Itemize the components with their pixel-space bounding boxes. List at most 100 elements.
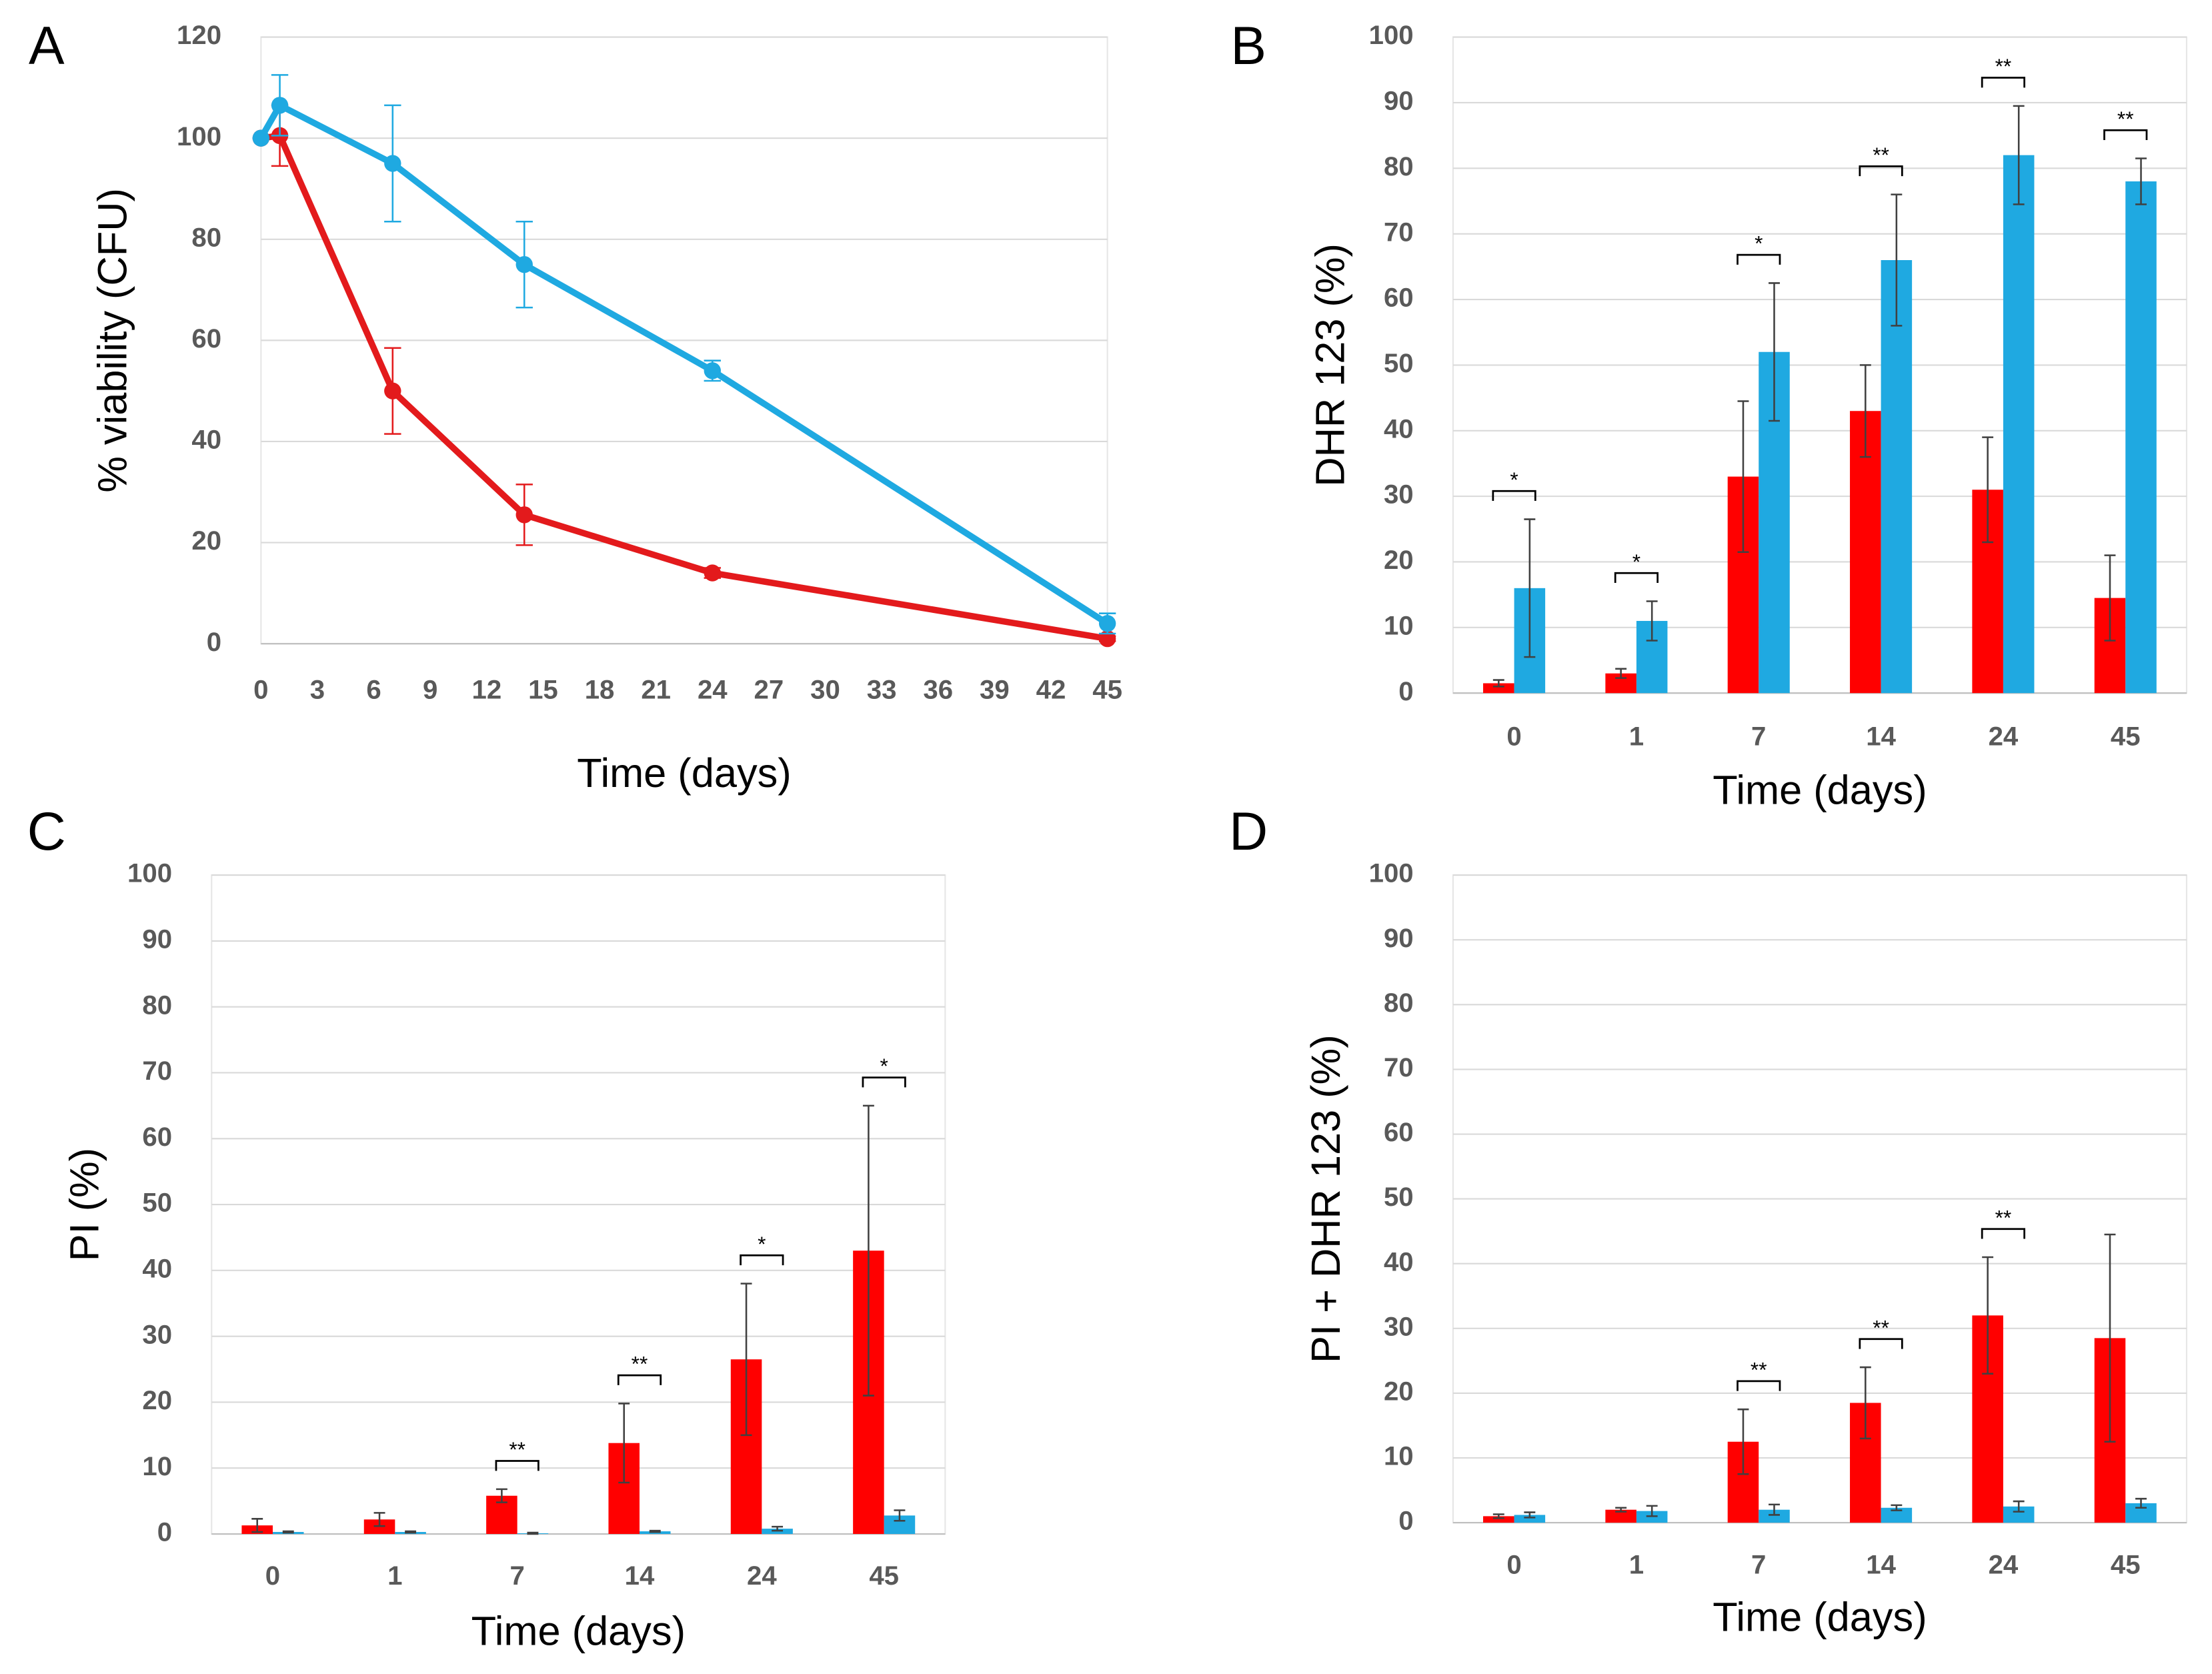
significance-bracket (1737, 1380, 1781, 1391)
significance-label: ** (1995, 1205, 2012, 1229)
bar (1881, 259, 1913, 694)
marker (515, 255, 533, 273)
marker (384, 155, 401, 172)
error-bar (2104, 554, 2116, 642)
error-bar (618, 1403, 630, 1484)
x-axis-title: Time (days) (471, 1607, 686, 1653)
error-bar (862, 1104, 874, 1397)
y-tick-label: 100 (1369, 858, 1414, 888)
significance-label: ** (1873, 143, 1889, 167)
significance-bracket (2103, 129, 2148, 141)
error-bar (772, 1525, 784, 1532)
error-bar (1859, 364, 1871, 458)
error-bar (1859, 1366, 1871, 1440)
error-bar (527, 1531, 539, 1535)
panel-label: D (1229, 802, 1268, 862)
bar (1605, 1509, 1636, 1523)
significance-bracket (740, 1254, 784, 1266)
y-tick-label: 20 (142, 1385, 172, 1415)
bar (1850, 411, 1881, 694)
x-tick-label: 45 (1092, 675, 1122, 705)
y-tick-label: 20 (191, 526, 221, 556)
x-tick-label: 1 (387, 1561, 402, 1591)
y-tick-label: 90 (142, 924, 172, 954)
error-bar (405, 1530, 417, 1534)
marker (271, 97, 289, 114)
significance-bracket (617, 1374, 662, 1385)
y-axis-title: DHR 123 (%) (1306, 243, 1352, 487)
x-tick-label: 15 (528, 675, 558, 705)
x-tick-label: 36 (923, 675, 953, 705)
bar (1483, 683, 1514, 694)
marker (704, 564, 721, 582)
bar (1514, 1515, 1546, 1523)
significance-label: ** (1873, 1315, 1889, 1339)
y-tick-label: 90 (1384, 923, 1414, 953)
x-tick-label: 21 (641, 675, 671, 705)
x-tick-label: 39 (980, 675, 1010, 705)
error-bar (1615, 1507, 1627, 1513)
y-tick-label: 10 (142, 1451, 172, 1481)
error-bar (1492, 679, 1504, 688)
y-tick-label: 80 (191, 222, 221, 252)
x-tick-label: 45 (2111, 1549, 2141, 1579)
panel-label: B (1230, 16, 1266, 76)
y-tick-label: 0 (207, 627, 221, 657)
x-tick-label: 7 (1751, 1549, 1766, 1579)
x-axis-title: Time (days) (1713, 767, 1927, 813)
error-bar (1524, 518, 1536, 658)
x-tick-label: 30 (810, 675, 840, 705)
error-bar (1982, 436, 1994, 544)
y-tick-label: 60 (1384, 1117, 1414, 1147)
marker (704, 362, 721, 379)
y-tick-label: 40 (1384, 1246, 1414, 1277)
significance-label: * (758, 1232, 766, 1256)
x-tick-label: 18 (585, 675, 615, 705)
x-axis-title: Time (days) (1713, 1593, 1927, 1639)
x-tick-label: 0 (265, 1561, 280, 1591)
y-tick-label: 80 (142, 990, 172, 1020)
error-bar (649, 1529, 661, 1533)
marker (515, 506, 533, 524)
y-tick-label: 0 (1398, 676, 1413, 706)
y-tick-label: 0 (1398, 1506, 1413, 1536)
y-tick-label: 120 (177, 20, 221, 50)
bar (1881, 1507, 1913, 1523)
error-bar (282, 1530, 294, 1534)
bar (2125, 181, 2157, 694)
y-tick-label: 40 (1384, 413, 1414, 444)
significance-bracket (1737, 253, 1781, 265)
error-bar (495, 1488, 507, 1503)
y-tick-label: 100 (1369, 20, 1414, 50)
bar (2003, 155, 2035, 694)
error-bar (1737, 1408, 1749, 1475)
error-bar (1646, 600, 1658, 642)
significance-bracket (1492, 490, 1536, 502)
y-tick-label: 40 (191, 425, 221, 455)
significance-bracket (1859, 165, 1903, 177)
panel-label: C (27, 802, 66, 862)
x-tick-label: 0 (1506, 1549, 1521, 1579)
bar (1483, 1516, 1514, 1523)
error-bar (1524, 1511, 1536, 1519)
significance-bracket (495, 1460, 539, 1471)
y-tick-label: 20 (1384, 1377, 1414, 1407)
y-tick-label: 20 (1384, 545, 1414, 575)
significance-label: ** (632, 1352, 648, 1376)
x-tick-label: 9 (423, 675, 437, 705)
x-axis-title: Time (days) (577, 750, 791, 796)
y-tick-label: 50 (142, 1188, 172, 1218)
error-bar (740, 1283, 752, 1437)
bar (1759, 1509, 1790, 1523)
panel-label: A (29, 16, 65, 76)
error-bar (1769, 282, 1780, 422)
x-tick-label: 0 (1506, 722, 1521, 752)
x-tick-label: 24 (1989, 722, 2019, 752)
x-tick-label: 14 (1866, 722, 1896, 752)
error-bar (2013, 105, 2025, 205)
significance-bracket (1859, 1338, 1903, 1349)
y-tick-label: 70 (1384, 217, 1414, 247)
x-tick-label: 24 (747, 1561, 777, 1591)
